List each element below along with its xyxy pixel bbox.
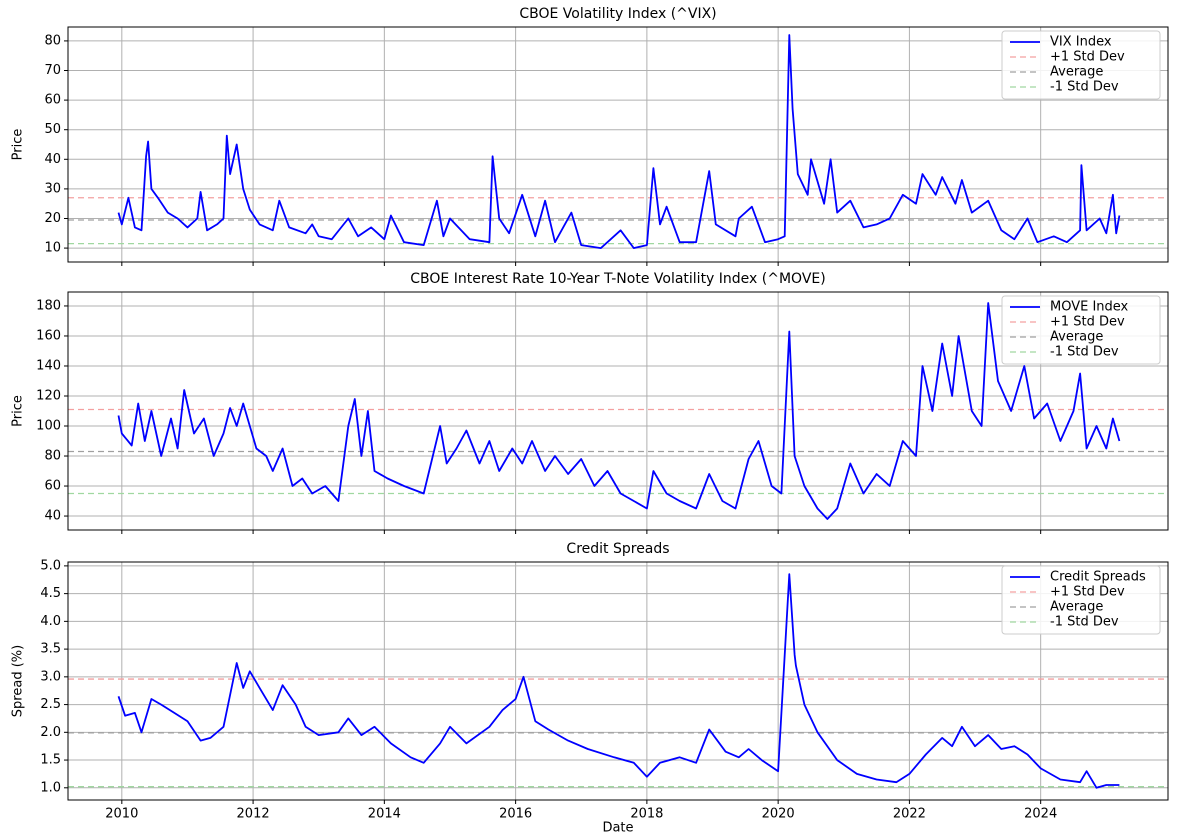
x-tick-label: 2024	[1024, 807, 1057, 822]
y-tick-label: 180	[36, 298, 61, 313]
y-tick-label: 3.5	[40, 642, 61, 657]
x-tick-label: 2012	[237, 807, 270, 822]
chart-title: Credit Spreads	[566, 541, 669, 557]
plot-frame	[67, 26, 1169, 263]
y-tick-label: 2.0	[40, 725, 61, 740]
legend-label: MOVE Index	[1050, 300, 1129, 315]
legend-label: Average	[1050, 330, 1103, 345]
y-tick-label: 60	[44, 93, 61, 108]
panel: CBOE Interest Rate 10-Year T-Note Volati…	[11, 271, 1169, 534]
y-tick-label: 120	[36, 388, 61, 403]
y-axis-label: Price	[11, 395, 26, 427]
legend-label: +1 Std Dev	[1050, 50, 1125, 65]
chart-title: CBOE Interest Rate 10-Year T-Note Volati…	[410, 271, 825, 287]
legend-box	[1001, 565, 1161, 635]
y-tick-label: 40	[44, 152, 61, 167]
x-axis-label: Date	[602, 821, 633, 836]
data-line	[117, 573, 1120, 789]
legend-label: -1 Std Dev	[1050, 80, 1119, 95]
y-tick-label: 70	[44, 63, 61, 78]
panel: CBOE Volatility Index (^VIX) Price 10 20 30 4…	[11, 6, 1169, 266]
panel: Credit Spreads Spread (%) 1.0 1.5 2.0 2.5 3.0 3…	[11, 541, 1169, 836]
x-tick-label: 2016	[499, 807, 532, 822]
plot-frame	[67, 561, 1169, 801]
data-line	[117, 302, 1121, 520]
y-tick-label: 4.5	[40, 586, 61, 601]
y-tick-label: 2.5	[40, 697, 61, 712]
legend-label: Average	[1050, 600, 1103, 615]
data-line	[117, 34, 1121, 249]
y-tick-label: 30	[44, 181, 61, 196]
y-tick-label: 140	[36, 358, 61, 373]
y-tick-label: 3.0	[40, 669, 61, 684]
legend-label: +1 Std Dev	[1050, 315, 1125, 330]
y-tick-label: 5.0	[40, 558, 61, 573]
y-tick-label: 100	[36, 419, 61, 434]
x-tick-label: 2014	[368, 807, 401, 822]
y-tick-label: 80	[44, 449, 61, 464]
y-axis-label: Price	[11, 129, 26, 161]
y-tick-label: 40	[44, 509, 61, 524]
y-tick-label: 4.0	[40, 614, 61, 629]
legend-label: -1 Std Dev	[1050, 615, 1119, 630]
legend-label: VIX Index	[1050, 35, 1112, 50]
y-tick-label: 20	[44, 211, 61, 226]
y-tick-label: 80	[44, 33, 61, 48]
y-tick-label: 160	[36, 328, 61, 343]
chart-title: CBOE Volatility Index (^VIX)	[519, 6, 716, 22]
legend-label: Average	[1050, 65, 1103, 80]
legend-box	[1001, 30, 1161, 100]
x-tick-label: 2010	[105, 807, 138, 822]
legend-label: -1 Std Dev	[1050, 345, 1119, 360]
y-tick-label: 1.5	[40, 753, 61, 768]
y-axis-label: Spread (%)	[11, 645, 26, 717]
x-tick-label: 2020	[762, 807, 795, 822]
y-tick-label: 1.0	[40, 780, 61, 795]
plot-frame	[67, 291, 1169, 531]
legend-label: Credit Spreads	[1050, 570, 1146, 585]
legend-box	[1001, 295, 1161, 365]
y-tick-label: 10	[44, 241, 61, 256]
x-tick-label: 2018	[630, 807, 663, 822]
x-tick-label: 2022	[893, 807, 926, 822]
y-tick-label: 50	[44, 122, 61, 137]
y-tick-label: 60	[44, 479, 61, 494]
legend-label: +1 Std Dev	[1050, 585, 1125, 600]
